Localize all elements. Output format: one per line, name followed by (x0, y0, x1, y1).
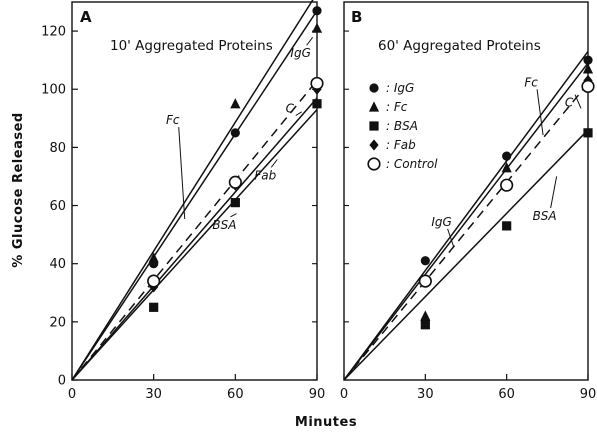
panel-b-legend: : IgG : Fc : BSA : Fab : Control (367, 81, 438, 171)
panel-b-line-label-leader (447, 228, 455, 247)
legend-marker-igg (369, 83, 379, 93)
panel-a-title: 10' Aggregated Proteins (110, 38, 273, 54)
panel-b-point-bsa (420, 320, 430, 330)
panel-a-point-control (147, 274, 161, 288)
panel-b-line-label-leader (550, 176, 558, 209)
panel-a-y-tick-label: 0 (58, 374, 66, 389)
legend-label-bsa: : BSA (386, 119, 418, 133)
panel-a-y-tick-label: 80 (49, 141, 66, 156)
panel-b-x-tick-label: 0 (340, 387, 348, 402)
panel-b-title: 60' Aggregated Proteins (378, 38, 541, 54)
panel-b-fit-line-fc (343, 62, 589, 381)
panel-a-y-tick-label: 120 (41, 25, 66, 40)
panel-a-fit-line-igg (71, 10, 318, 381)
panel-a-point-bsa (230, 198, 240, 208)
panel-b-fit-line-bsa (343, 129, 589, 381)
panel-a-point-control (228, 175, 242, 189)
legend-label-fc: : Fc (386, 100, 408, 114)
panel-a-line-label-leader (306, 37, 314, 46)
panel-a-x-tick-label: 0 (68, 387, 76, 402)
panel-b-point-control (581, 79, 595, 93)
panel-a-point-control (310, 76, 324, 91)
panel-b-line-label-leader (536, 89, 544, 136)
panel-a-y-tick-label: 20 (49, 315, 66, 330)
panel-b-point-fc (420, 310, 431, 321)
panel-b: 0 30 60 90 B 60' Aggregated Proteins IgG Fc C BSA… (340, 1, 597, 402)
panel-a-fit-line-fc (71, 0, 314, 381)
panel-b-line-label-c: C (565, 96, 574, 110)
panel-b-fit-line-igg (343, 50, 589, 381)
legend-marker-fab (369, 139, 379, 151)
panel-a-line-label-leader (270, 159, 278, 168)
panel-a-letter: A (80, 8, 92, 26)
panel-a-line-label-bsa: BSA (212, 218, 236, 232)
panel-b-line-label-igg: IgG (431, 215, 451, 229)
panel-b-line-label-bsa: BSA (533, 209, 557, 223)
panel-b-fit-line-c (343, 82, 589, 381)
panel-b-point-fc (582, 63, 594, 74)
panel-a-fit-line-c (71, 80, 318, 381)
panel-a: 0 30 60 90 0 20 40 60 80 100 120 A 10' Aggregated Pr… (41, 0, 325, 402)
panel-b-plot-frame (343, 1, 589, 381)
legend-marker-fc (368, 101, 380, 112)
panel-b-point-igg (502, 151, 512, 161)
panel-a-point-bsa (312, 99, 322, 109)
panel-a-line-label-fc: Fc (166, 113, 180, 127)
panel-a-x-tick-label: 30 (145, 387, 162, 402)
panel-b-line-label-leader (574, 94, 582, 109)
panel-a-point-fc (148, 252, 159, 263)
y-axis-title: % Glucose Released (11, 112, 26, 267)
panel-a-point-igg (312, 6, 322, 16)
panel-b-point-igg (420, 256, 430, 266)
panel-a-point-bsa (149, 302, 159, 312)
panel-a-y-tick-label: 60 (49, 199, 66, 214)
panel-b-point-igg (583, 55, 593, 65)
panel-b-point-bsa (502, 221, 512, 231)
panel-a-point-fc (230, 98, 241, 109)
x-axis-title: Minutes (295, 415, 357, 430)
panel-a-fit-line-bsa (71, 109, 318, 381)
panel-b-point-control (500, 178, 514, 192)
legend-label-control: : Control (386, 157, 438, 171)
panel-b-letter: B (351, 8, 362, 26)
panel-a-line-label-c: C (286, 101, 295, 115)
panel-b-point-control (418, 274, 432, 288)
panel-a-point-igg (230, 128, 240, 138)
legend-label-igg: : IgG (386, 81, 414, 95)
legend-label-fab: : Fab (386, 138, 416, 152)
panel-b-x-tick-label: 60 (498, 387, 515, 402)
panel-a-y-tick-label: 40 (49, 257, 66, 272)
panel-b-point-fc (501, 162, 512, 173)
panel-a-y-tick-label: 100 (41, 83, 66, 98)
panel-a-line-label-igg: IgG (290, 46, 310, 60)
panel-b-line-label-fc: Fc (524, 75, 538, 89)
panel-b-x-tick-label: 30 (417, 387, 434, 402)
panel-b-point-bsa (583, 128, 593, 138)
legend-marker-bsa (369, 121, 379, 131)
panel-a-line-label-leader (178, 127, 186, 220)
panel-a-fit-line-fab (71, 97, 318, 381)
panel-b-x-tick-label: 90 (580, 387, 597, 402)
panel-a-x-tick-label: 60 (227, 387, 244, 402)
panel-a-x-tick-label: 90 (309, 387, 326, 402)
legend-marker-control (367, 157, 381, 171)
panel-a-line-label-leader (295, 111, 303, 116)
panel-a-line-label-leader (230, 213, 237, 218)
panel-a-point-fc (311, 22, 323, 33)
panel-a-plot-frame (71, 1, 318, 381)
